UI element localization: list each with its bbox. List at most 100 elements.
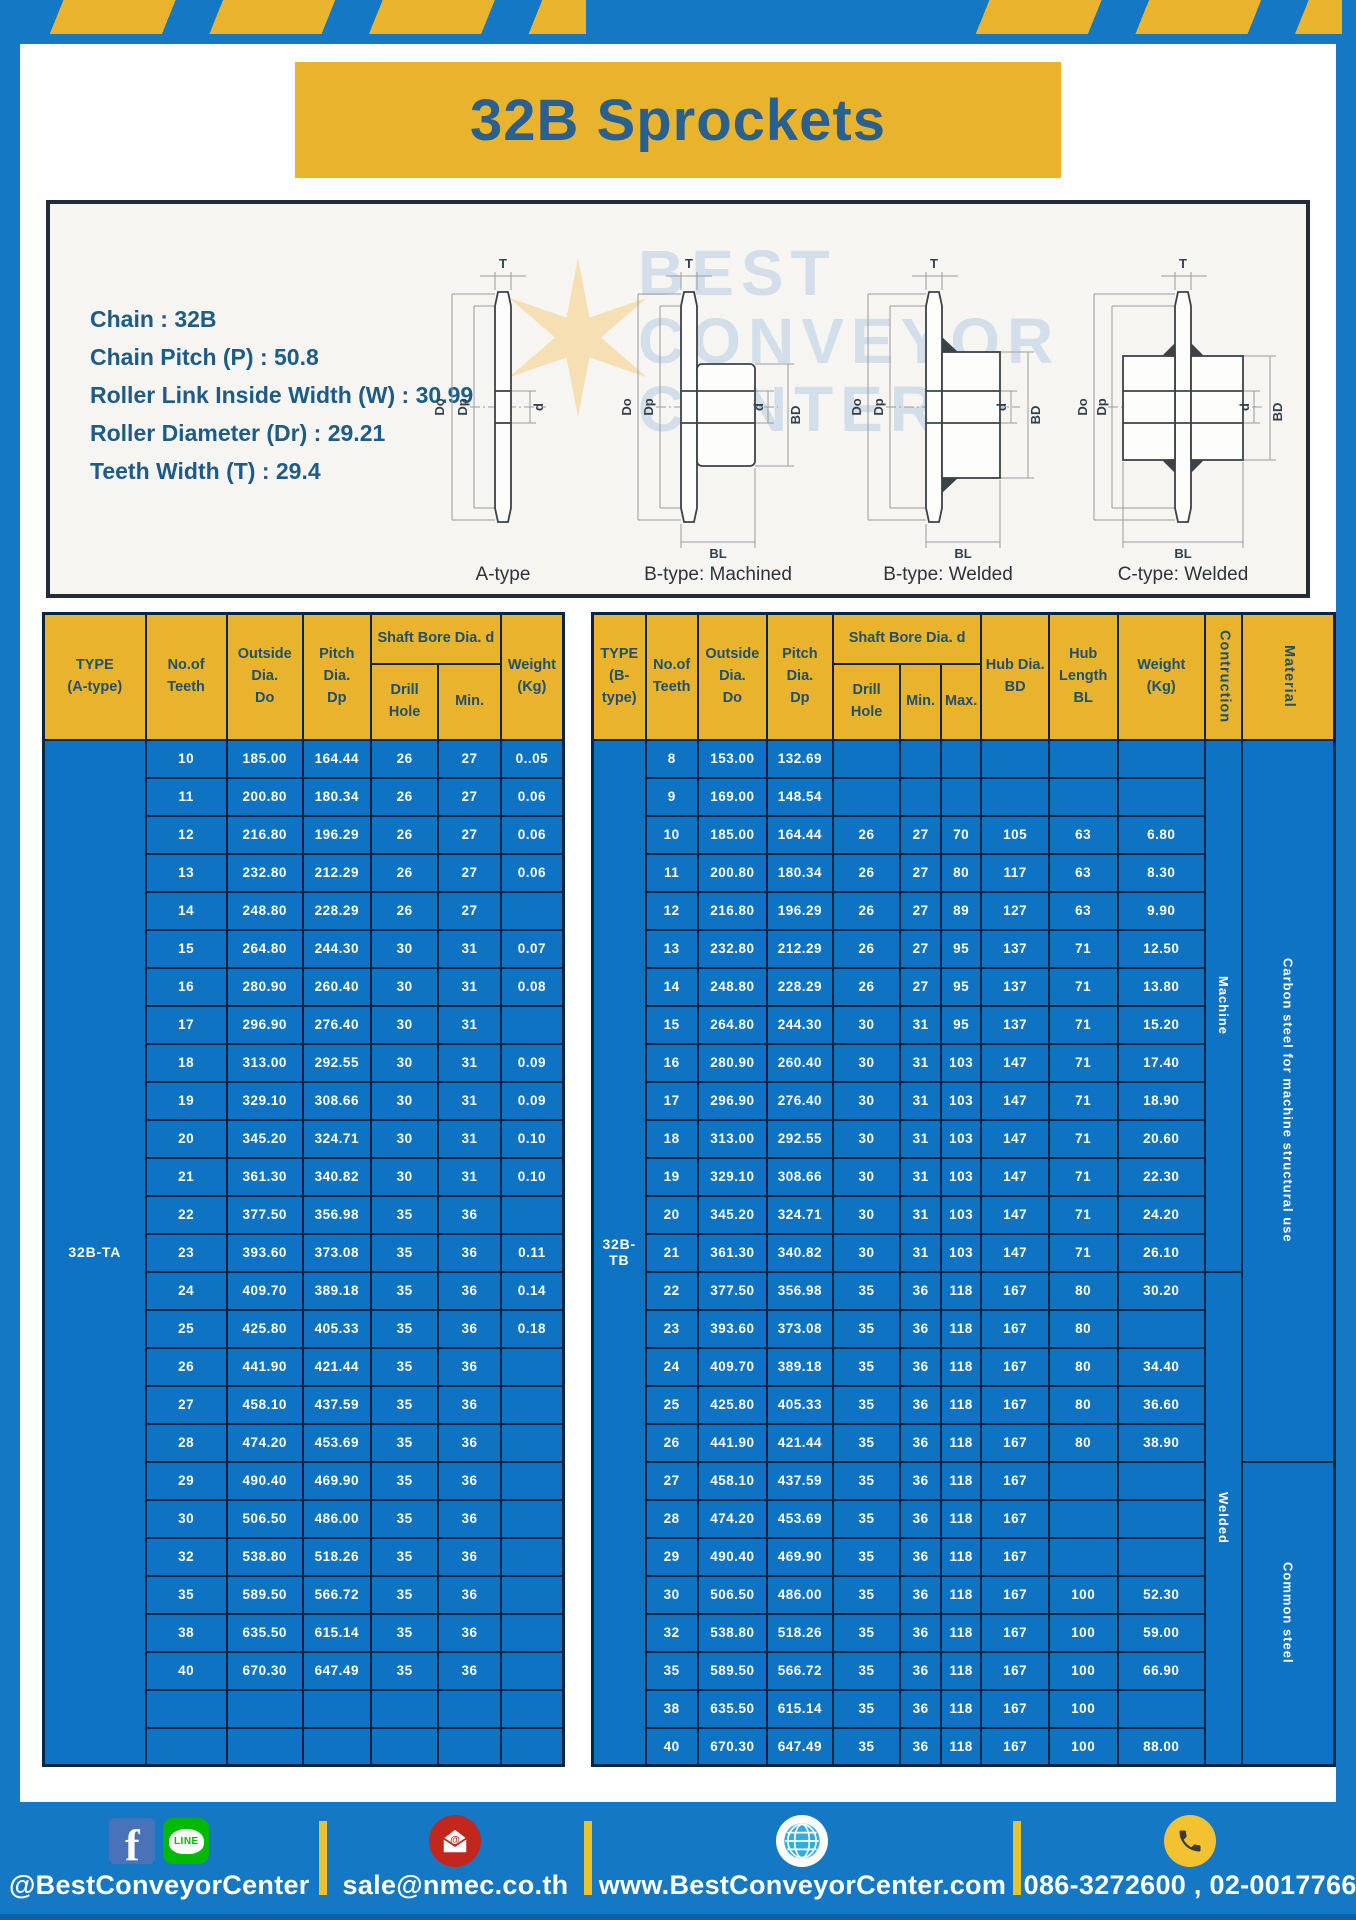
table-cell: 59.00 xyxy=(1116,1612,1206,1653)
c-type-welded-drawing: T Do Dp d BD BL xyxy=(1078,256,1285,561)
table-cell xyxy=(499,1536,565,1577)
table-cell: 167 xyxy=(980,1270,1050,1311)
table-cell: 35 xyxy=(831,1460,902,1501)
table-cell: 36 xyxy=(437,1232,502,1273)
svg-text:d: d xyxy=(531,403,546,411)
table-cell: 28 xyxy=(644,1498,699,1539)
table-cell xyxy=(301,1688,372,1729)
table-cell: 30 xyxy=(831,1156,902,1197)
email-icon: @ xyxy=(429,1815,482,1867)
table-cell: 441.90 xyxy=(696,1422,768,1463)
table-cell xyxy=(499,1726,565,1767)
sprocket-diagrams: T Do Dp d A-type xyxy=(418,204,1306,594)
table-cell: 63 xyxy=(1047,890,1119,931)
table-cell: 30 xyxy=(369,1080,440,1121)
table-row: 30 506.50 486.00 35 36 118 167 100 52.30 xyxy=(592,1574,1334,1615)
table-cell: 264.80 xyxy=(696,1004,768,1045)
table-cell: 185.00 xyxy=(696,814,768,855)
col-header-material: Material xyxy=(1240,612,1336,741)
table-cell xyxy=(499,1460,565,1501)
footer-email-address[interactable]: sale@nmec.co.th xyxy=(342,1870,569,1900)
table-cell: 196.29 xyxy=(301,814,372,855)
table-cell: 25 xyxy=(644,1384,699,1425)
table-cell: 80 xyxy=(1047,1346,1119,1387)
svg-text:BD: BD xyxy=(1270,403,1285,422)
table-row: 23 393.60 373.08 35 36 0.11 xyxy=(44,1232,565,1273)
table-cell: 30 xyxy=(831,1118,902,1159)
table-cell: 36 xyxy=(437,1422,502,1463)
diagram-caption: C-type: Welded xyxy=(1117,564,1249,585)
table-row: 16 280.90 260.40 30 31 103 147 71 17.40 xyxy=(592,1042,1334,1083)
table-cell: 18.90 xyxy=(1116,1080,1206,1121)
group-label-cell: Machine xyxy=(1203,738,1243,1273)
table-cell: 11 xyxy=(144,776,228,817)
table-cell: 35 xyxy=(369,1232,440,1273)
diagram-b-type-machined: T Do Dp d BD BL B-type: Machined xyxy=(618,252,818,586)
table-cell: 148.54 xyxy=(765,776,834,817)
table-cell: 27 xyxy=(437,738,502,779)
col-header-shaft-bore: Shaft Bore Dia. d xyxy=(831,612,983,665)
table-cell: 22 xyxy=(644,1270,699,1311)
table-cell: 26 xyxy=(831,852,902,893)
right-table-body: 32B-TB 8 153.00 132.69 Machine Carbon steel f… xyxy=(591,738,1336,1767)
table-cell: 35 xyxy=(144,1574,228,1615)
table-cell: 36 xyxy=(899,1612,942,1653)
table-cell: 518.26 xyxy=(301,1536,372,1577)
footer-website-url[interactable]: www.BestConveyorCenter.com xyxy=(598,1870,1007,1900)
table-cell: 164.44 xyxy=(301,738,372,779)
table-cell: 26 xyxy=(369,814,440,855)
table-cell: 185.00 xyxy=(225,738,304,779)
table-row: 20 345.20 324.71 30 31 0.10 xyxy=(44,1118,565,1159)
table-cell: 27 xyxy=(437,890,502,931)
table-cell: 35 xyxy=(644,1650,699,1691)
table-cell xyxy=(980,776,1050,817)
type-label-cell: 32B-TB xyxy=(591,738,647,1767)
table-cell: 103 xyxy=(939,1080,983,1121)
table-row: 12 216.80 196.29 26 27 0.06 xyxy=(44,814,565,855)
diagram-a-type: T Do Dp d A-type xyxy=(418,252,588,586)
table-row: 9 169.00 148.54 xyxy=(592,776,1334,817)
svg-text:BD: BD xyxy=(788,406,803,425)
table-cell: 8.30 xyxy=(1116,852,1206,893)
table-cell: 118 xyxy=(939,1270,983,1311)
table-cell: 425.80 xyxy=(225,1308,304,1349)
table-row: 22 377.50 356.98 35 36 118 167 80 30.20 Welded xyxy=(592,1270,1334,1767)
table-row: 15 264.80 244.30 30 31 0.07 xyxy=(44,928,565,969)
table-cell: 80 xyxy=(1047,1308,1119,1349)
table-cell: 103 xyxy=(939,1194,983,1235)
table-cell: 0.14 xyxy=(499,1270,565,1311)
line-icon: LINE xyxy=(163,1818,210,1864)
table-cell xyxy=(144,1688,228,1729)
table-row: 29 490.40 469.90 35 36 118 167 xyxy=(592,1536,1334,1577)
table-cell: 260.40 xyxy=(301,966,372,1007)
table-cell: 36 xyxy=(437,1460,502,1501)
table-cell: 615.14 xyxy=(301,1612,372,1653)
table-cell: 71 xyxy=(1047,928,1119,969)
table-cell xyxy=(499,1574,565,1615)
footer-website: www.BestConveyorCenter.com xyxy=(592,1815,1012,1901)
table-cell xyxy=(369,1726,440,1767)
table-cell: 30 xyxy=(369,1004,440,1045)
table-cell: 670.30 xyxy=(225,1650,304,1691)
table-cell: 70 xyxy=(939,814,983,855)
table-row: 14 248.80 228.29 26 27 95 137 71 13.80 xyxy=(592,966,1334,1007)
table-cell: 280.90 xyxy=(696,1042,768,1083)
table-cell: 36 xyxy=(437,1194,502,1235)
table-row: 25 425.80 405.33 35 36 0.18 xyxy=(44,1308,565,1349)
table-cell: 345.20 xyxy=(225,1118,304,1159)
table-cell: 103 xyxy=(939,1232,983,1273)
spec-line: Roller Diameter (Dr) : 29.21 xyxy=(90,420,386,446)
table-cell: 9 xyxy=(644,776,699,817)
table-cell: 167 xyxy=(980,1574,1050,1615)
svg-text:T: T xyxy=(499,256,507,271)
table-cell: 212.29 xyxy=(765,928,834,969)
a-type-table: TYPE (A-type) No.of Teeth Outside Dia. Do Pi… xyxy=(42,612,565,1767)
table-cell: 200.80 xyxy=(225,776,304,817)
table-cell: 361.30 xyxy=(696,1232,768,1273)
table-cell: 63 xyxy=(1047,852,1119,893)
spec-line: Chain : 32B xyxy=(90,306,217,332)
table-cell: 118 xyxy=(939,1726,983,1767)
table-cell: 35 xyxy=(369,1384,440,1425)
table-cell: 40 xyxy=(644,1726,699,1767)
table-cell: 31 xyxy=(437,1042,502,1083)
